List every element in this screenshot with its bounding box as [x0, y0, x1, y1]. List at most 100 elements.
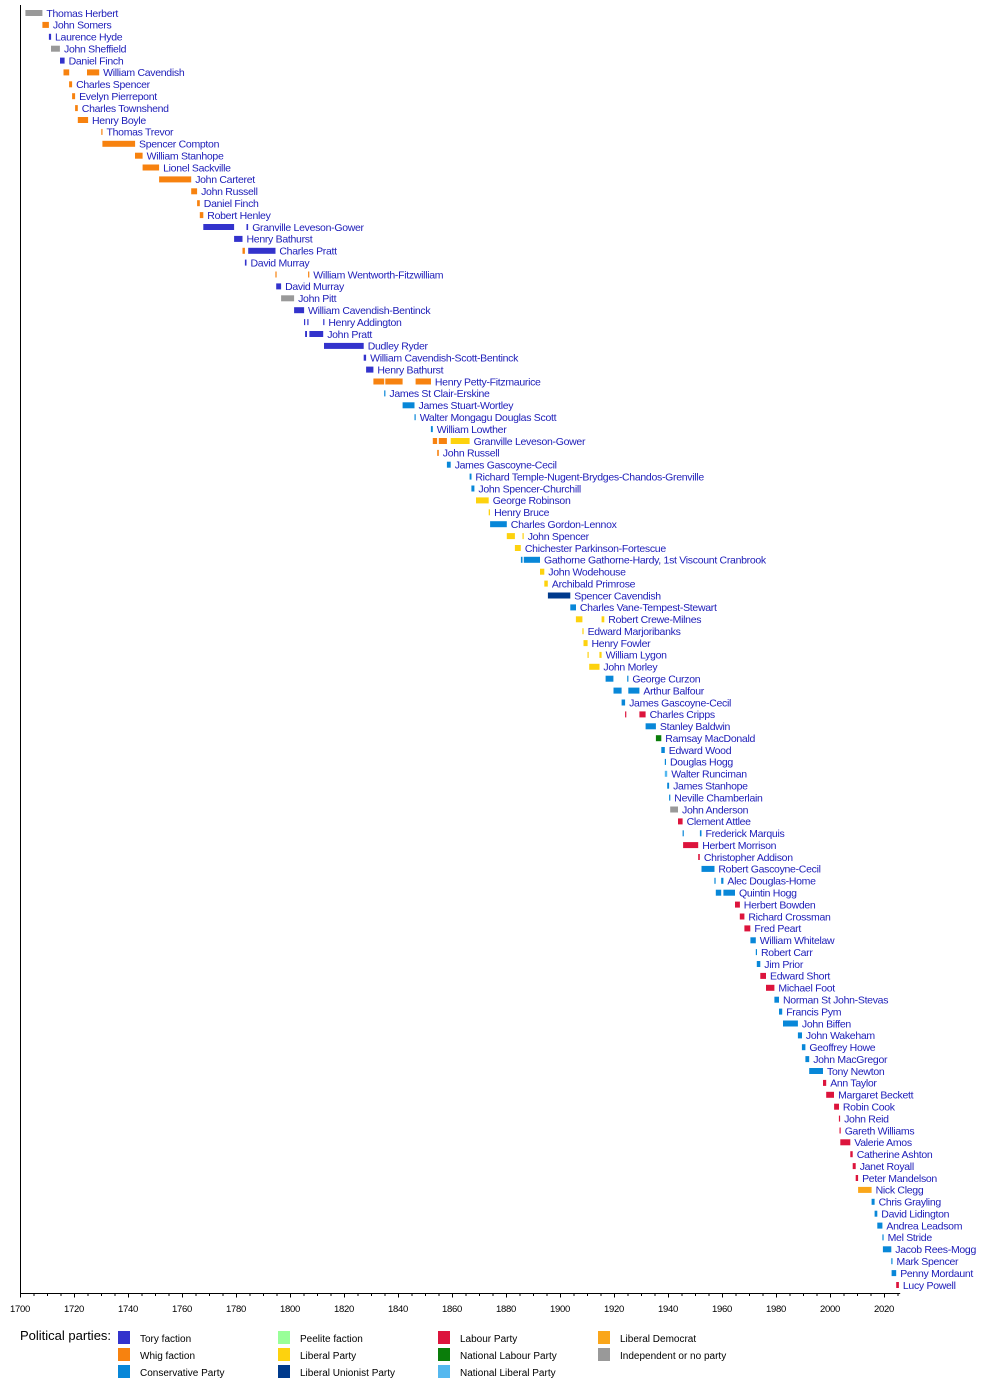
x-tick-label: 1760	[172, 1304, 192, 1315]
row-label: John MacGregor	[813, 1054, 888, 1066]
legend-swatch	[278, 1331, 290, 1344]
term-bar	[384, 390, 386, 397]
row-label: Alec Douglas-Home	[727, 876, 816, 888]
term-bar	[488, 509, 490, 516]
row-label: Spencer Cavendish	[574, 590, 661, 602]
term-bar	[891, 1270, 897, 1277]
term-bar	[639, 711, 646, 718]
term-bar	[324, 342, 364, 349]
row-label: James Gascoyne-Cecil	[455, 460, 557, 472]
term-bar	[701, 865, 715, 872]
term-bar	[402, 402, 415, 409]
term-bar	[605, 675, 614, 682]
row-label: Geoffrey Howe	[809, 1042, 875, 1054]
term-bar	[547, 592, 571, 599]
row-label: John Pratt	[327, 329, 372, 341]
term-bar	[523, 556, 540, 563]
x-tick-label: 1980	[766, 1304, 786, 1315]
row-label: Charles Townshend	[82, 103, 169, 115]
term-bar	[244, 259, 247, 266]
term-bar	[645, 723, 656, 730]
legend-swatch	[118, 1348, 130, 1361]
row-label: James Stanhope	[673, 781, 748, 793]
term-bar	[805, 1056, 810, 1063]
row-label: William Cavendish	[103, 67, 185, 79]
term-bar	[823, 1079, 827, 1086]
term-bar	[471, 485, 475, 492]
term-bar	[715, 889, 722, 896]
row-label: Stanley Baldwin	[660, 721, 731, 733]
row-label: Norman St John-Stevas	[783, 995, 888, 1007]
term-bar	[678, 818, 683, 825]
term-bar	[430, 426, 433, 433]
bars-group	[25, 10, 899, 1288]
row-label: Daniel Finch	[69, 55, 124, 67]
x-tick-label: 1720	[64, 1304, 84, 1315]
term-bar	[101, 128, 103, 135]
row-label: Robert Henley	[207, 210, 271, 222]
row-label: Andrea Leadsom	[886, 1220, 962, 1232]
term-bar	[699, 830, 702, 837]
x-tick-label: 1840	[388, 1304, 408, 1315]
term-bar	[450, 438, 470, 444]
term-bar	[667, 782, 670, 789]
term-bar	[655, 735, 662, 742]
row-label: Lucy Powell	[903, 1280, 956, 1292]
row-label: Nick Clegg	[876, 1185, 924, 1197]
row-label: John Reid	[844, 1113, 889, 1125]
row-label: Charles Gordon-Lennox	[511, 519, 618, 531]
term-bar	[60, 57, 65, 64]
term-bar	[766, 984, 775, 991]
term-bar	[366, 366, 374, 373]
term-bar	[850, 1151, 853, 1158]
row-label: Jim Prior	[764, 959, 804, 971]
term-bar	[437, 449, 439, 456]
term-bar	[627, 675, 629, 682]
legend-label: National Liberal Party	[460, 1368, 556, 1379]
x-tick-label: 1700	[10, 1304, 30, 1315]
term-bar	[142, 164, 160, 171]
row-label: Neville Chamberlain	[674, 792, 763, 804]
term-bar	[582, 628, 584, 635]
legend-label: Whig faction	[140, 1351, 195, 1362]
term-bar	[415, 378, 431, 385]
row-label: Mel Stride	[888, 1232, 933, 1244]
term-bar	[514, 545, 521, 551]
row-label: Janet Royall	[860, 1161, 914, 1173]
x-tick-label: 1780	[226, 1304, 246, 1315]
term-bar	[855, 1175, 859, 1181]
term-bar	[520, 556, 523, 563]
row-label: Thomas Trevor	[107, 127, 175, 139]
row-label: William Cavendish-Scott-Bentinck	[370, 353, 519, 365]
row-label: Daniel Finch	[204, 198, 259, 210]
term-bar	[613, 687, 622, 694]
term-bar	[540, 568, 545, 575]
term-bar	[669, 794, 671, 801]
row-label: Evelyn Pierrepont	[79, 91, 157, 103]
row-label: Richard Temple-Nugent-Brydges-Chandos-Gr…	[475, 471, 704, 483]
term-bar	[735, 901, 740, 908]
legend-swatch	[278, 1365, 290, 1378]
term-bar	[683, 842, 699, 849]
x-tick-label: 2020	[874, 1304, 894, 1315]
row-label: Chris Grayling	[879, 1197, 942, 1209]
row-label: Henry Bathurst	[377, 364, 443, 376]
term-bar	[438, 438, 447, 444]
row-label: Walter Mongagu Douglas Scott	[420, 412, 557, 424]
term-bar	[839, 1127, 841, 1134]
row-label: Henry Boyle	[92, 115, 146, 127]
row-label: Charles Pratt	[279, 246, 337, 258]
row-label: David Murray	[251, 257, 311, 269]
term-bar	[276, 283, 282, 290]
row-label: Dudley Ryder	[368, 341, 429, 353]
legend-title: Political parties:	[20, 1328, 111, 1343]
term-bar	[575, 616, 583, 623]
term-bar	[670, 806, 678, 813]
x-tick-label: 1900	[550, 1304, 570, 1315]
term-bar	[191, 188, 198, 195]
x-tick-label: 1740	[118, 1304, 138, 1315]
term-bar	[698, 854, 700, 860]
row-label: Edward Marjoribanks	[588, 626, 681, 638]
